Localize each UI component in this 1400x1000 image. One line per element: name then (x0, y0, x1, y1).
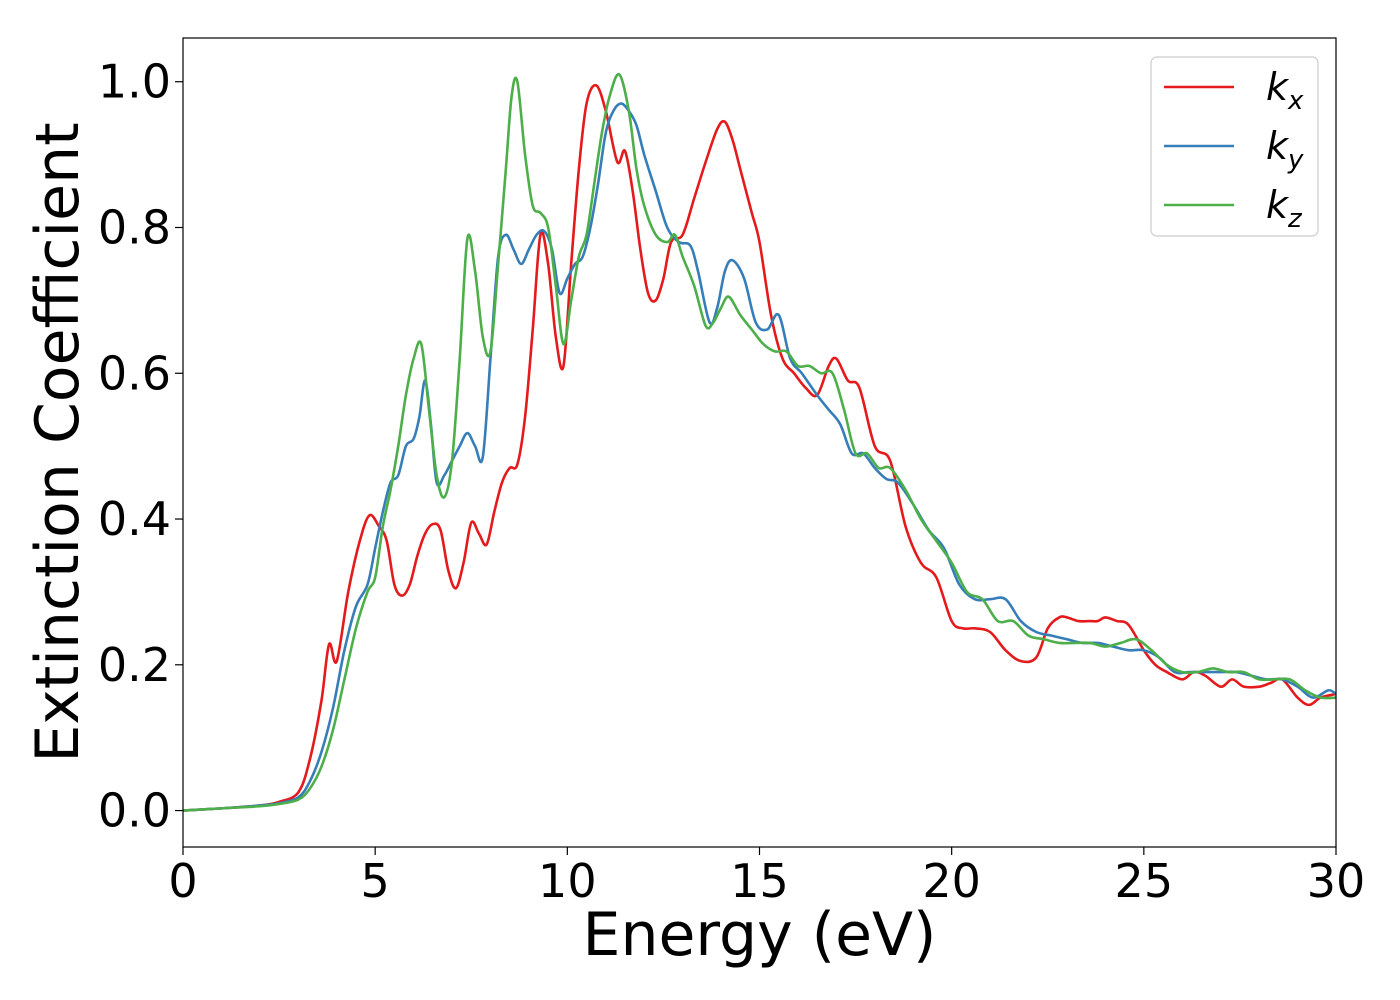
x-tick-label: 20 (922, 854, 981, 908)
x-tick-label: 0 (168, 854, 197, 908)
legend-label-z: kz (1266, 183, 1303, 234)
x-tick-label: 10 (538, 854, 597, 908)
x-tick-label: 30 (1307, 854, 1366, 908)
x-axis-label: Energy (eV) (583, 900, 937, 970)
x-tick-label: 15 (730, 854, 789, 908)
y-axis: 0.0 0.2 0.4 0.6 0.8 1.0 (98, 55, 183, 838)
y-tick-label: 1.0 (98, 55, 171, 109)
series-line-z (183, 72, 1336, 812)
y-tick-label: 0.4 (98, 492, 171, 546)
series-layer (183, 72, 1336, 812)
y-tick-label: 0.2 (98, 638, 171, 692)
legend-label-x: kx (1266, 65, 1304, 116)
y-axis-label: Extinction Coefficient (23, 122, 93, 762)
legend-box (1150, 56, 1319, 237)
legend-label-y: ky (1266, 124, 1304, 175)
series-line-x (183, 83, 1336, 812)
x-axis: 0 5 10 15 20 25 30 (168, 847, 1365, 908)
x-tick-label: 5 (361, 854, 390, 908)
legend: kx ky kz (1150, 56, 1319, 237)
x-tick-label: 25 (1115, 854, 1174, 908)
y-tick-label: 0.6 (98, 346, 171, 400)
y-tick-label: 0.0 (98, 784, 171, 838)
y-tick-label: 0.8 (98, 200, 171, 254)
